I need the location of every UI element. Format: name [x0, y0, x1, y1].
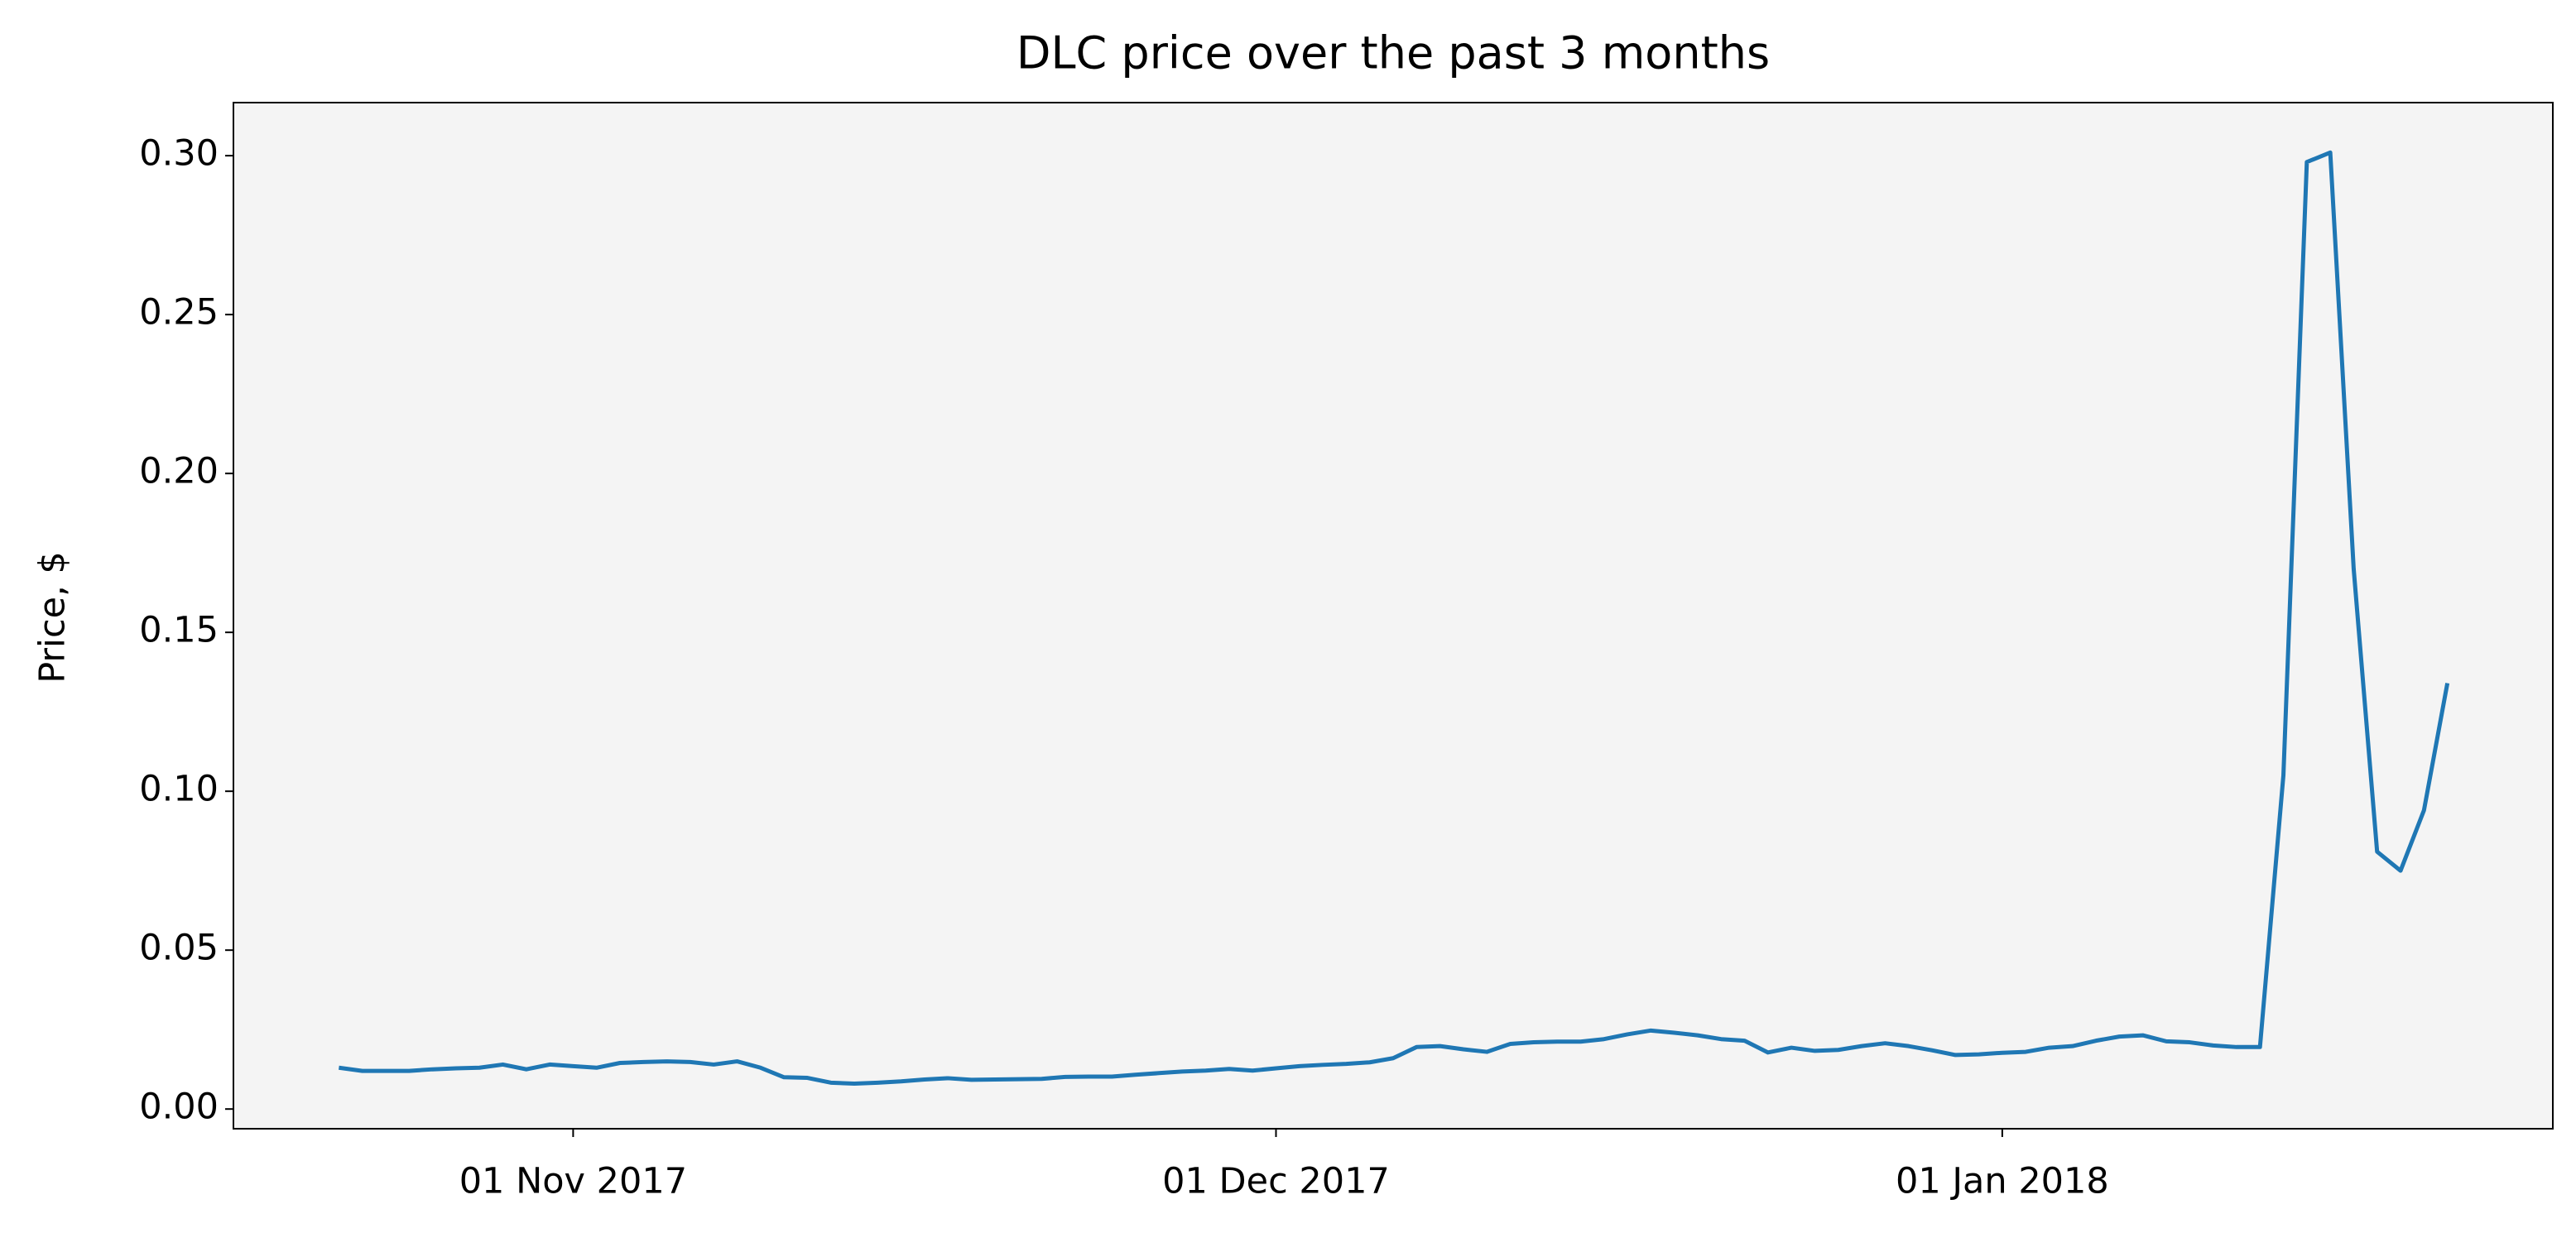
x-tick-label: 01 Nov 2017 [459, 1161, 687, 1202]
y-tick-label: 0.05 [139, 928, 219, 969]
y-axis-label: Price, $ [32, 551, 74, 684]
y-tick-label: 0.10 [139, 769, 219, 810]
x-tick-label: 01 Dec 2017 [1162, 1161, 1390, 1202]
y-tick-label: 0.25 [139, 292, 219, 333]
y-tick-label: 0.00 [139, 1087, 219, 1128]
y-tick-label: 0.20 [139, 451, 219, 492]
plot-area [233, 103, 2553, 1129]
y-tick-label: 0.30 [139, 133, 219, 175]
data-line [339, 150, 2450, 1086]
plot-frame [233, 102, 2554, 1130]
x-tick-label: 01 Jan 2018 [1896, 1161, 2109, 1202]
y-tick-label: 0.15 [139, 610, 219, 651]
chart-title: DLC price over the past 3 months [1016, 27, 1770, 79]
